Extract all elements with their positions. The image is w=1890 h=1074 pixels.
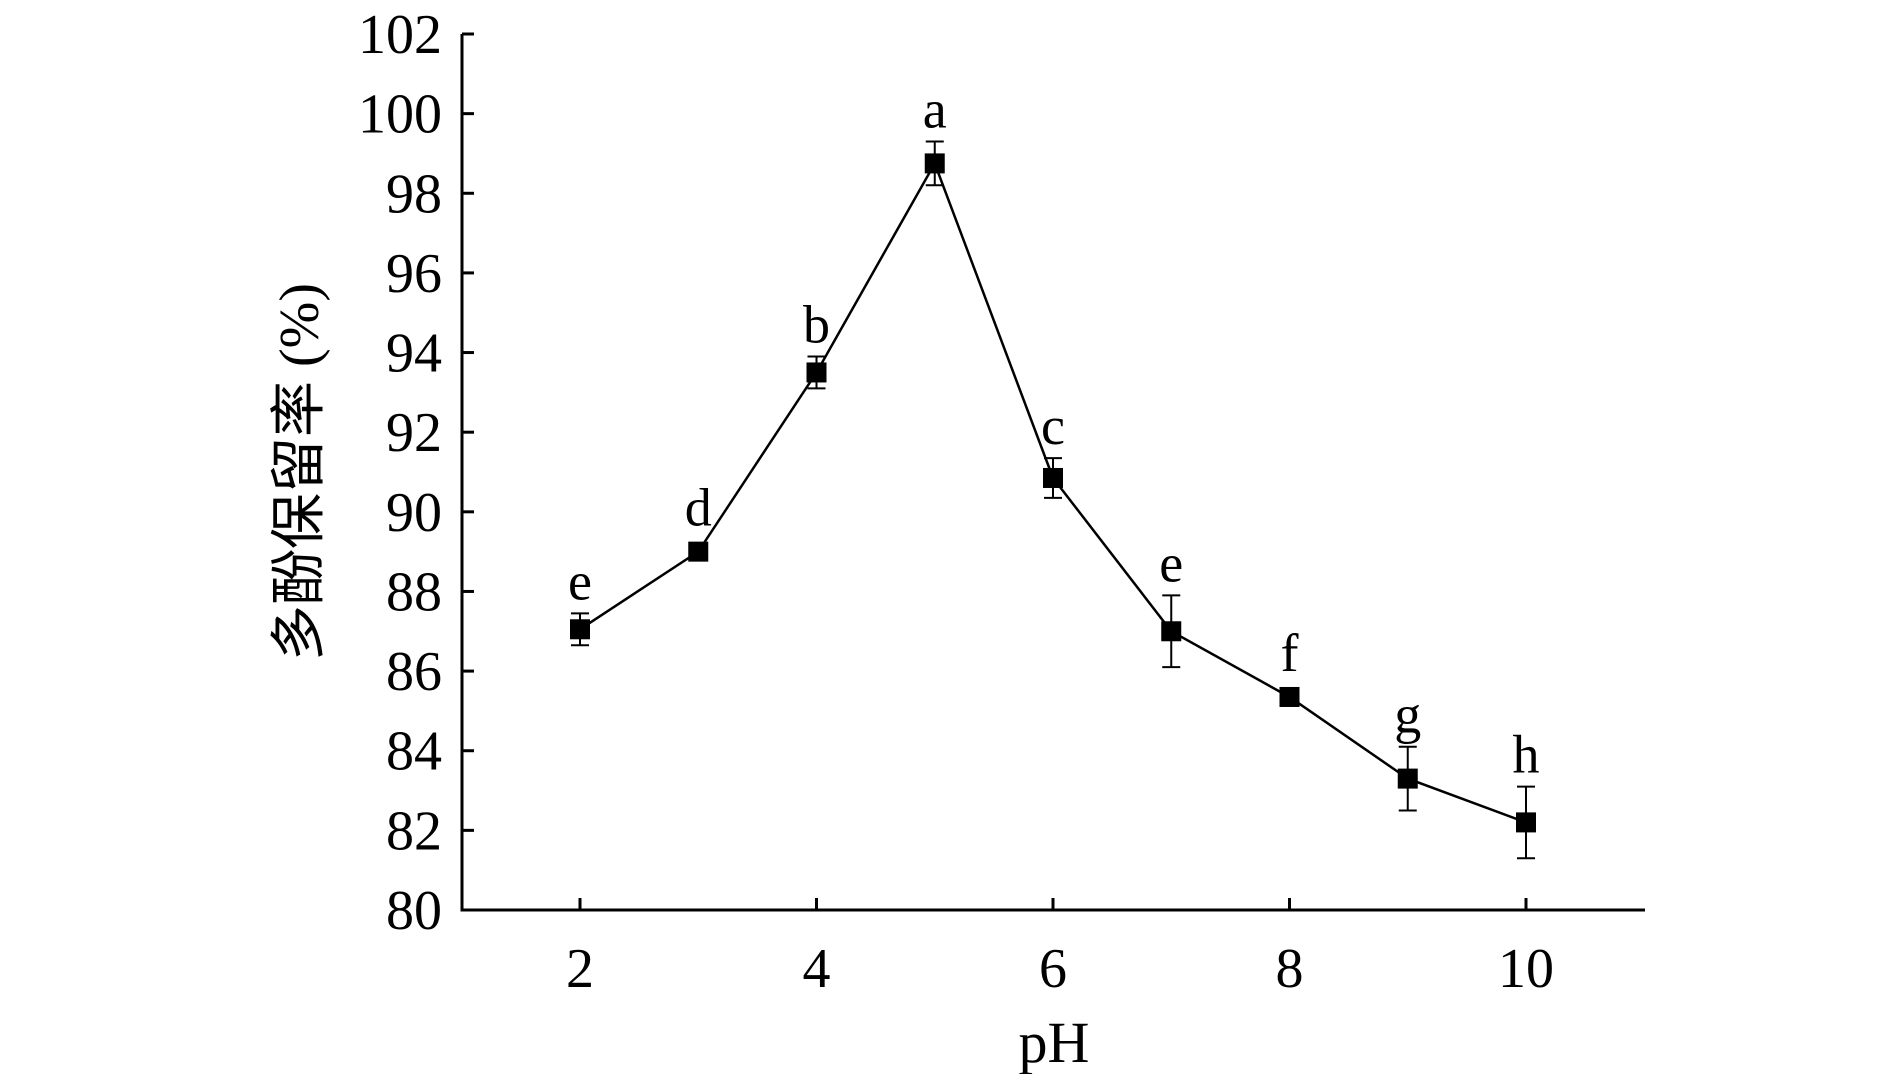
significance-label: b	[803, 295, 830, 355]
x-tick-label: 8	[1276, 938, 1304, 1000]
significance-label: c	[1041, 396, 1065, 456]
data-point	[688, 541, 709, 562]
significance-label: d	[685, 478, 712, 538]
y-tick-label: 102	[358, 4, 442, 66]
data-point	[1161, 621, 1182, 642]
data-point	[1516, 812, 1536, 833]
significance-label: h	[1513, 725, 1540, 785]
data-point	[1043, 467, 1063, 488]
y-tick-label: 88	[386, 561, 442, 623]
data-marks: e d b a c e f g h	[568, 80, 1540, 860]
significance-label: e	[568, 551, 592, 611]
significance-label: f	[1281, 623, 1299, 683]
significance-label: e	[1159, 533, 1183, 593]
y-tick-label: 90	[386, 482, 442, 544]
y-tick-label: 84	[386, 721, 442, 783]
y-tick-label: 98	[386, 163, 442, 225]
x-axis-label: pH	[1019, 1010, 1090, 1074]
data-point	[570, 619, 590, 640]
y-axis-label: 多酚保留率 (%)	[269, 283, 331, 661]
significance-label: a	[923, 80, 947, 140]
data-point	[806, 362, 827, 383]
y-tick-label: 92	[386, 402, 442, 464]
significance-label: g	[1394, 685, 1421, 745]
data-point	[924, 153, 945, 174]
axes: 80 82 84 86 88 90 92 94 96 98 100 102 2 4 6 8 10	[358, 4, 1645, 1000]
y-tick-label: 80	[386, 880, 442, 942]
y-tick-label: 100	[358, 84, 442, 146]
data-point	[1397, 768, 1418, 789]
x-tick-label: 2	[566, 938, 594, 1000]
x-tick-label: 6	[1039, 938, 1067, 1000]
y-tick-label: 82	[386, 800, 442, 862]
x-tick-label: 4	[803, 938, 831, 1000]
data-point	[1279, 686, 1300, 707]
y-tick-label: 86	[386, 641, 442, 703]
x-tick-label: 10	[1498, 938, 1554, 1000]
y-tick-label: 96	[386, 243, 442, 305]
y-tick-label: 94	[386, 323, 442, 385]
